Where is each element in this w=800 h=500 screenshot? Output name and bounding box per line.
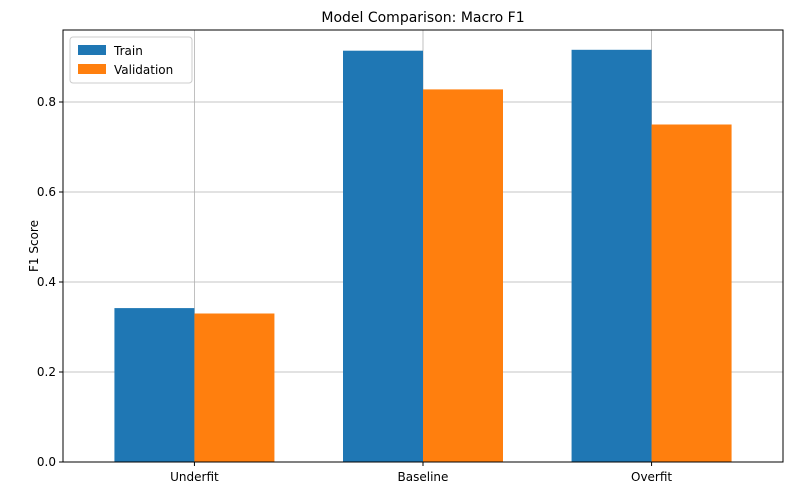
legend-label-validation: Validation xyxy=(114,63,173,77)
x-axis: Underfit Baseline Overfit xyxy=(170,462,672,484)
bars xyxy=(114,49,732,463)
legend: Train Validation xyxy=(69,36,193,84)
x-tick-label: Baseline xyxy=(398,470,449,484)
x-tick-label: Overfit xyxy=(631,470,672,484)
bar-validation-underfit xyxy=(194,313,275,462)
bar-train-baseline xyxy=(343,50,423,462)
y-axis: 0.0 0.2 0.4 0.6 0.8 xyxy=(37,95,63,469)
y-tick-label: 0.0 xyxy=(37,455,56,469)
y-tick-label: 0.2 xyxy=(37,365,56,379)
legend-label-train: Train xyxy=(113,44,143,58)
bar-train-overfit xyxy=(571,49,652,463)
bar-validation-overfit xyxy=(651,124,732,462)
bar-train-underfit xyxy=(114,308,195,462)
y-axis-label: F1 Score xyxy=(27,220,41,272)
x-tick-label: Underfit xyxy=(170,470,219,484)
bar-validation-baseline xyxy=(423,89,503,463)
y-tick-label: 0.4 xyxy=(37,275,56,289)
y-tick-label: 0.6 xyxy=(37,185,56,199)
legend-swatch-train xyxy=(78,45,106,55)
legend-swatch-validation xyxy=(78,64,106,74)
y-tick-label: 0.8 xyxy=(37,95,56,109)
chart-title: Model Comparison: Macro F1 xyxy=(321,10,524,26)
